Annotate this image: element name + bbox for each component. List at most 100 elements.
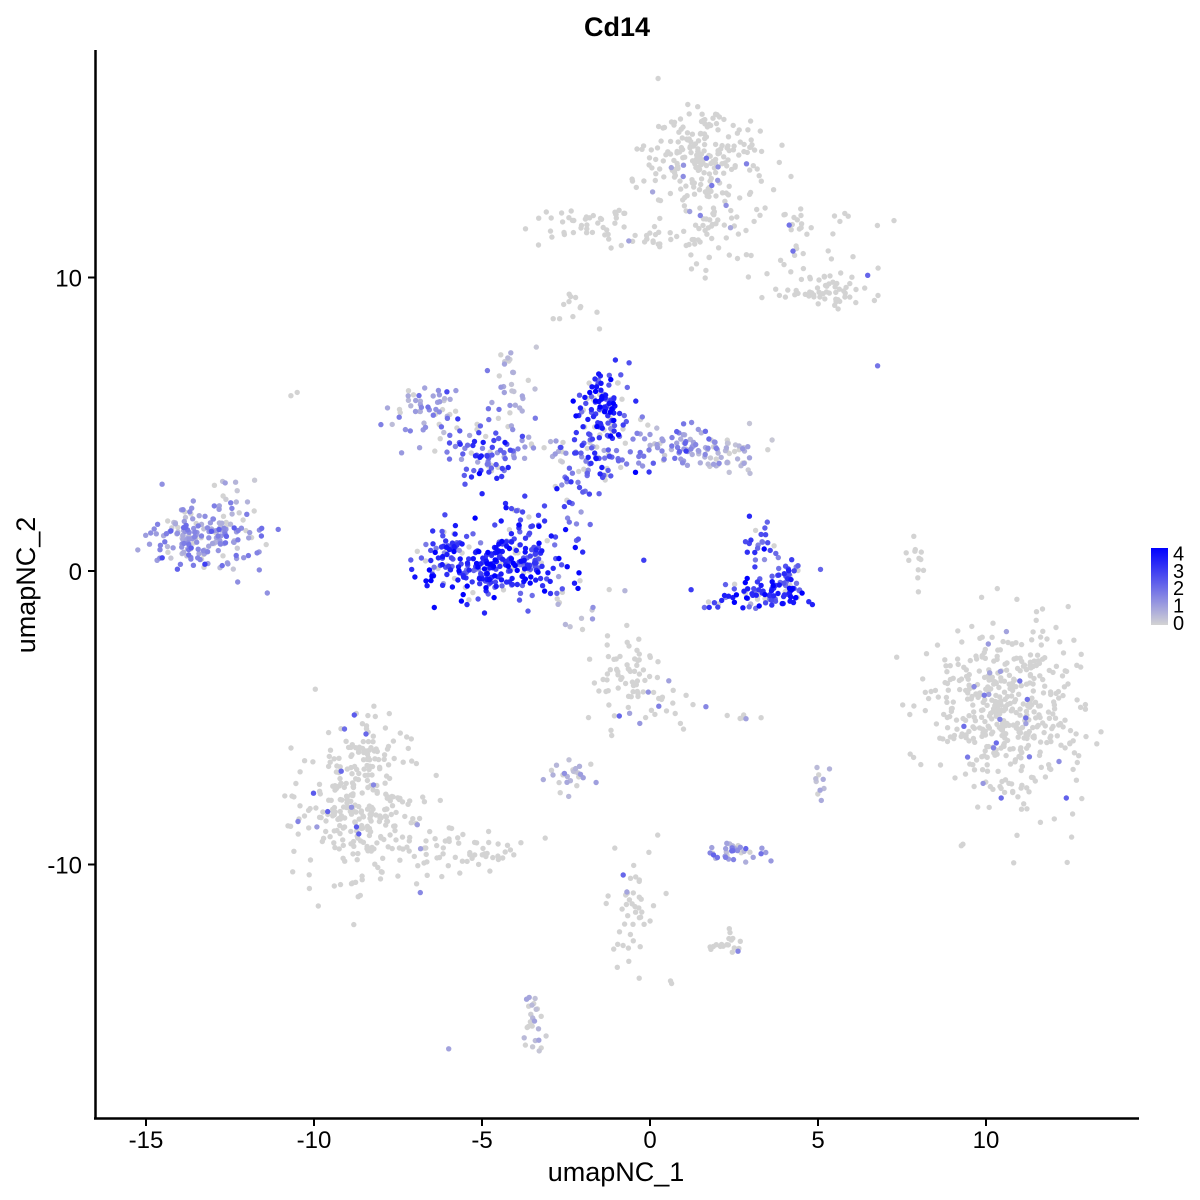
cell-point <box>627 449 633 455</box>
cell-point <box>288 393 294 399</box>
cell-point <box>251 477 258 483</box>
cell-point <box>159 555 165 561</box>
cell-point <box>634 678 641 684</box>
cell-point <box>429 573 435 579</box>
cell-point <box>788 173 794 180</box>
cell-point <box>1030 629 1036 635</box>
cell-point <box>775 554 781 561</box>
cell-point <box>491 437 497 444</box>
cell-point <box>702 227 708 234</box>
cell-point <box>1040 690 1047 696</box>
cell-point <box>625 704 631 711</box>
cell-point <box>746 604 752 610</box>
cell-point <box>626 958 632 964</box>
cell-point <box>475 861 482 868</box>
cell-point <box>412 408 419 415</box>
cell-point <box>455 416 461 422</box>
cell-point <box>1059 673 1066 679</box>
cell-point <box>741 460 747 466</box>
cell-point <box>991 658 997 664</box>
cell-point <box>535 242 542 248</box>
cell-point <box>487 561 493 567</box>
cell-point <box>566 499 572 505</box>
cell-point <box>993 740 999 746</box>
cell-point <box>229 505 235 512</box>
cell-point <box>619 906 625 912</box>
cell-point <box>444 449 450 455</box>
cell-point <box>770 187 777 193</box>
cell-point <box>984 754 990 760</box>
cell-point <box>446 1046 452 1052</box>
cell-point <box>708 946 714 952</box>
cell-point <box>358 809 364 815</box>
cell-point <box>708 175 714 182</box>
cell-point <box>718 454 724 461</box>
cell-point <box>367 811 373 818</box>
cell-point <box>669 443 675 449</box>
cell-point <box>377 766 383 772</box>
cell-point <box>501 361 508 367</box>
cell-point <box>325 729 332 736</box>
cell-point <box>1002 735 1008 741</box>
cell-point <box>626 666 632 673</box>
cell-point <box>455 577 461 583</box>
cell-point <box>1023 666 1029 673</box>
cell-point <box>409 758 415 764</box>
cell-point <box>366 766 372 773</box>
cell-point <box>726 183 732 189</box>
cell-point <box>432 549 438 556</box>
cell-point <box>995 706 1001 713</box>
cell-point <box>530 445 537 451</box>
cell-point <box>987 670 993 676</box>
cell-point <box>631 862 637 869</box>
cell-point <box>984 768 991 774</box>
cell-point <box>344 804 350 811</box>
cell-point <box>982 728 988 734</box>
cell-point <box>320 809 326 815</box>
cell-point <box>674 428 680 435</box>
cell-point <box>705 445 711 451</box>
cell-point <box>1027 671 1034 678</box>
cell-point <box>512 402 518 408</box>
cell-point <box>460 451 466 457</box>
cell-point <box>1017 706 1023 712</box>
cell-point <box>964 696 971 702</box>
cell-point <box>718 941 725 948</box>
cell-point <box>621 412 627 419</box>
cell-point <box>989 634 995 640</box>
cell-point <box>728 207 734 214</box>
cell-point <box>706 254 712 260</box>
cell-point <box>143 532 149 538</box>
cell-point <box>355 835 361 841</box>
cell-point <box>800 265 807 272</box>
cell-point <box>646 162 652 168</box>
cell-point <box>623 901 630 908</box>
cell-point <box>611 428 617 434</box>
cell-point <box>1005 701 1011 708</box>
cell-point <box>295 831 301 837</box>
cell-point <box>405 388 412 394</box>
cell-point <box>367 815 373 822</box>
cell-point <box>464 560 471 566</box>
cell-point <box>982 646 988 653</box>
cell-point <box>706 436 712 442</box>
cell-point <box>337 881 344 888</box>
cell-point <box>356 831 362 837</box>
cell-point <box>734 214 740 220</box>
cell-point <box>754 166 760 172</box>
cell-point <box>364 777 371 784</box>
cell-point <box>616 713 622 719</box>
cell-point <box>737 139 743 145</box>
cell-point <box>723 445 730 451</box>
cell-point <box>576 570 582 576</box>
cell-point <box>572 544 578 551</box>
cell-point <box>687 208 693 215</box>
cell-point <box>947 713 953 720</box>
cell-point <box>703 162 710 169</box>
cell-point <box>288 745 294 751</box>
cell-point <box>483 433 489 440</box>
cell-point <box>703 155 710 161</box>
cell-point <box>522 226 529 232</box>
cell-point <box>404 844 410 850</box>
cell-point <box>1001 789 1008 796</box>
